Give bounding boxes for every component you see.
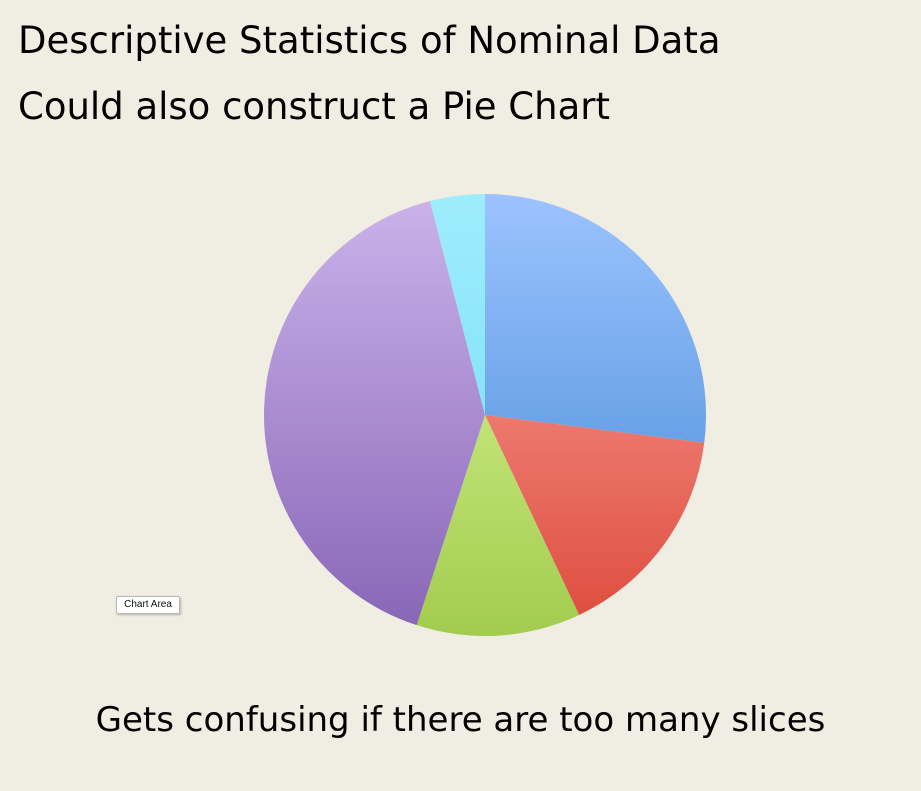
pie-slice-4[interactable] (264, 200, 485, 626)
chart-area-tooltip: Chart Area (116, 596, 180, 614)
pie-slices (264, 194, 707, 636)
slide-caption: Gets confusing if there are too many sli… (95, 700, 826, 740)
pie-slice-2[interactable] (485, 415, 705, 615)
pie-slice-1[interactable] (485, 194, 707, 443)
slide-title-line-2: Could also construct a Pie Chart (18, 85, 610, 128)
pie-slice-5[interactable] (430, 194, 485, 415)
slide-title-line-1: Descriptive Statistics of Nominal Data (18, 19, 721, 62)
pie-slice-3[interactable] (416, 415, 580, 636)
